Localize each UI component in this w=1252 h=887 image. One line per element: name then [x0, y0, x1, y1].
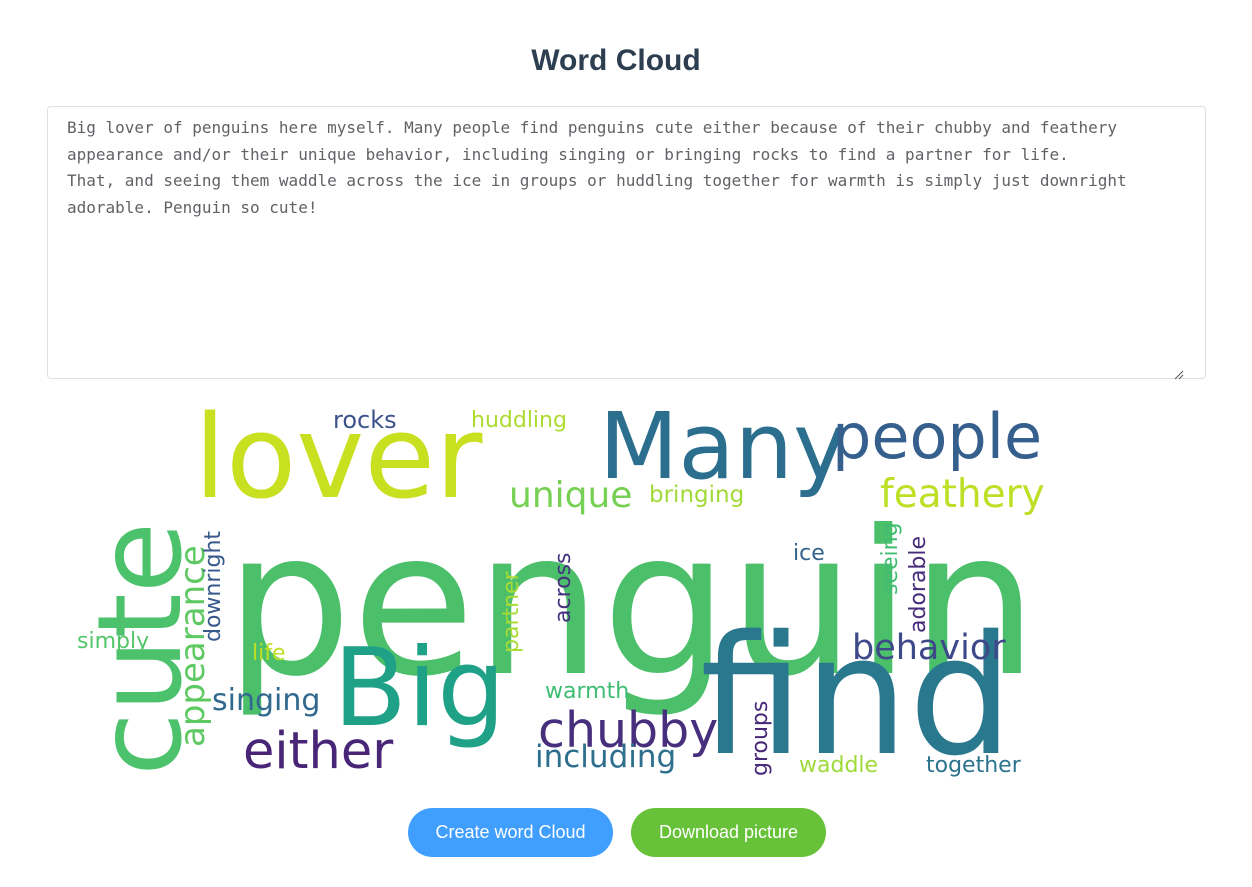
cloud-word: find [700, 600, 1013, 790]
create-word-cloud-button[interactable]: Create word Cloud [408, 808, 613, 857]
resize-handle-icon[interactable] [1174, 370, 1184, 380]
cloud-word: including [535, 739, 676, 775]
word-cloud-image: penguin cute lover Many people find Big … [73, 391, 1045, 790]
cloud-word: groups [748, 701, 773, 776]
cloud-word: behavior [852, 628, 1006, 668]
cloud-word: seeing [878, 522, 903, 595]
cloud-word: adorable [906, 536, 931, 633]
cloud-word: Many [599, 393, 848, 500]
cloud-word: Big [333, 626, 506, 751]
cloud-word: ice [793, 541, 825, 566]
cloud-word: singing [212, 683, 320, 718]
cloud-word: unique [509, 475, 632, 516]
cloud-word: cute [73, 522, 208, 776]
cloud-word: either [243, 722, 393, 781]
cloud-word: bringing [649, 482, 744, 508]
text-input[interactable] [47, 106, 1206, 379]
download-picture-button[interactable]: Download picture [631, 808, 826, 857]
cloud-word: downright [201, 531, 226, 642]
cloud-word: together [926, 753, 1022, 778]
page-title: Word Cloud [531, 44, 701, 77]
cloud-word: feathery [880, 472, 1045, 517]
cloud-word: chubby [538, 702, 718, 759]
cloud-word: appearance [173, 545, 213, 747]
cloud-word: huddling [471, 408, 567, 433]
cloud-word: rocks [333, 406, 397, 434]
cloud-word: partner [499, 570, 524, 653]
cloud-word: across [551, 552, 576, 623]
cloud-word: warmth [545, 679, 629, 704]
cloud-word: life [252, 641, 286, 666]
cloud-word: simply [77, 629, 149, 654]
cloud-word: penguin [225, 488, 1038, 721]
cloud-word: waddle [799, 753, 878, 778]
cloud-word: lover [194, 391, 483, 525]
cloud-word: people [832, 400, 1042, 473]
